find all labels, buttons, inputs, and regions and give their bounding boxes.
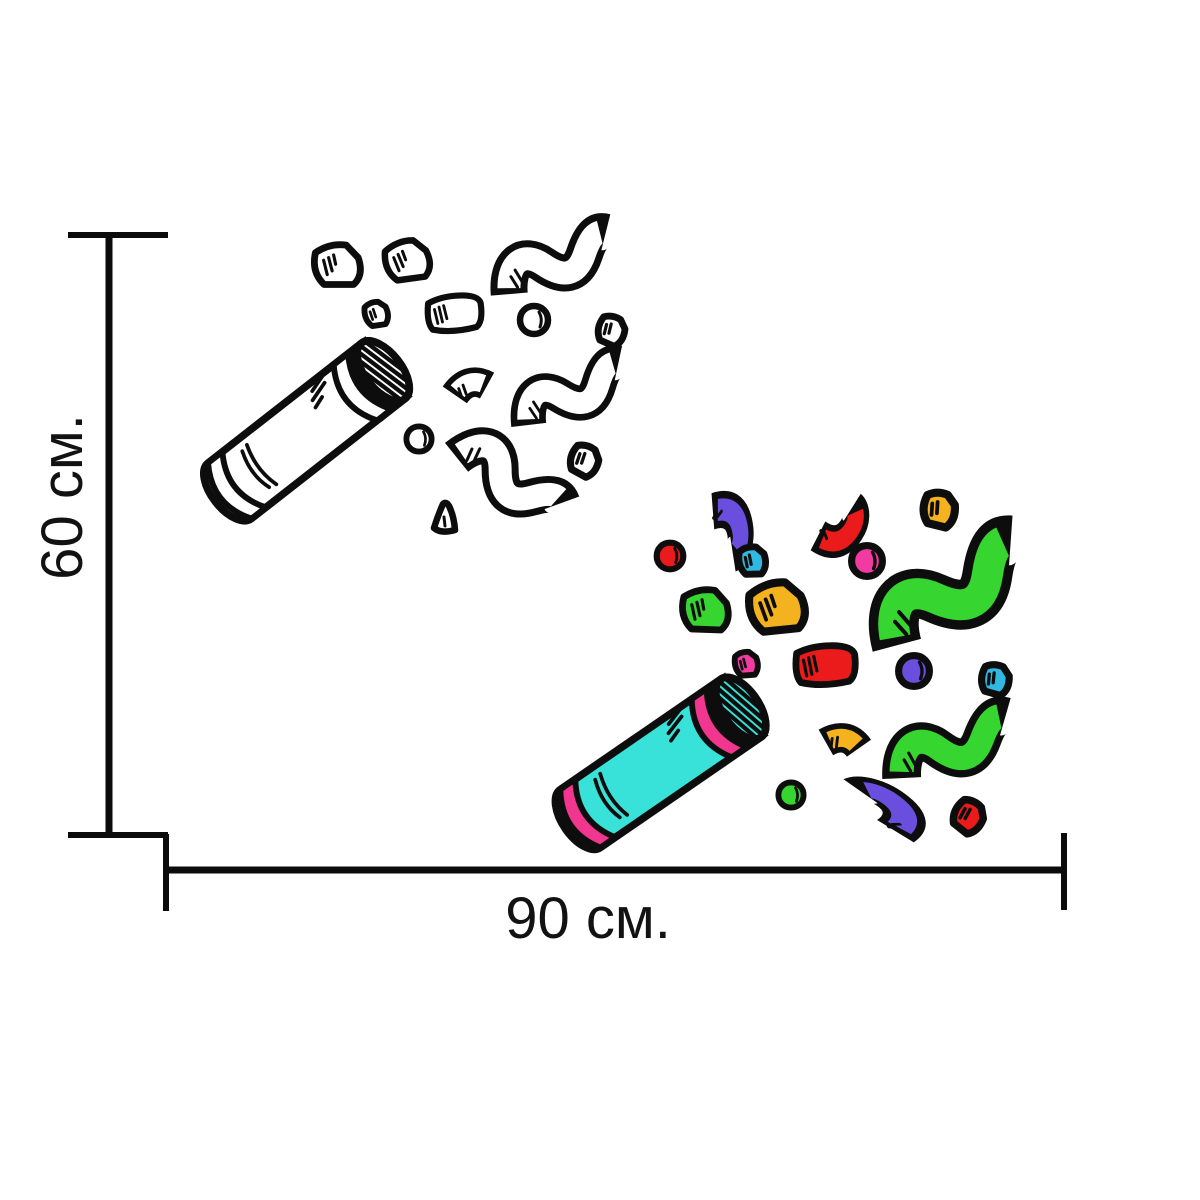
confetti-purple-sock <box>843 776 926 843</box>
confetti-red-circle <box>653 539 687 573</box>
confetti-green-quad <box>679 586 732 634</box>
confetti-yellow-curl <box>818 723 872 758</box>
confetti-blue-sm <box>735 543 770 578</box>
confetti-yellow-sm <box>919 488 960 532</box>
confetti-green-ribbon <box>868 515 1018 652</box>
confetti-purple-circle <box>895 652 933 690</box>
confetti-white-ribbon <box>490 213 611 296</box>
confetti-white-circle <box>403 423 435 455</box>
width-dimension: 90 см. <box>163 833 1067 951</box>
confetti-pink-circle <box>848 542 886 580</box>
confetti-white-ribbon <box>510 345 623 428</box>
height-dimension: 60 см. <box>30 232 168 838</box>
confetti-red-sm <box>949 795 988 838</box>
confetti-pink-sm <box>731 648 761 679</box>
confetti-white-sm <box>594 312 629 350</box>
confetti-green-ribbon <box>882 696 1011 780</box>
confetti-yellow-quad <box>745 578 809 636</box>
outline-popper <box>200 331 420 525</box>
confetti-white-quad <box>310 241 364 288</box>
confetti-white-rect <box>424 292 485 335</box>
confetti-white-quad <box>381 237 434 284</box>
width-dimension-label: 90 см. <box>505 886 671 951</box>
confetti-blue-sm <box>977 661 1013 700</box>
height-dimension-label: 60 см. <box>30 414 95 580</box>
confetti-red-sock <box>810 493 870 558</box>
confetti-white-ribbon <box>444 427 580 518</box>
confetti-white-circle <box>516 302 552 338</box>
popper-layer <box>200 331 776 854</box>
confetti-white-curl <box>442 367 495 404</box>
confetti-white-sm <box>361 298 391 329</box>
color-popper <box>551 668 776 854</box>
confetti-red-rect <box>792 642 859 688</box>
confetti-green-circle <box>775 779 807 811</box>
confetti-white-tri <box>430 499 459 535</box>
confetti-white-sm <box>566 441 603 481</box>
confetti-layer <box>310 213 1018 843</box>
